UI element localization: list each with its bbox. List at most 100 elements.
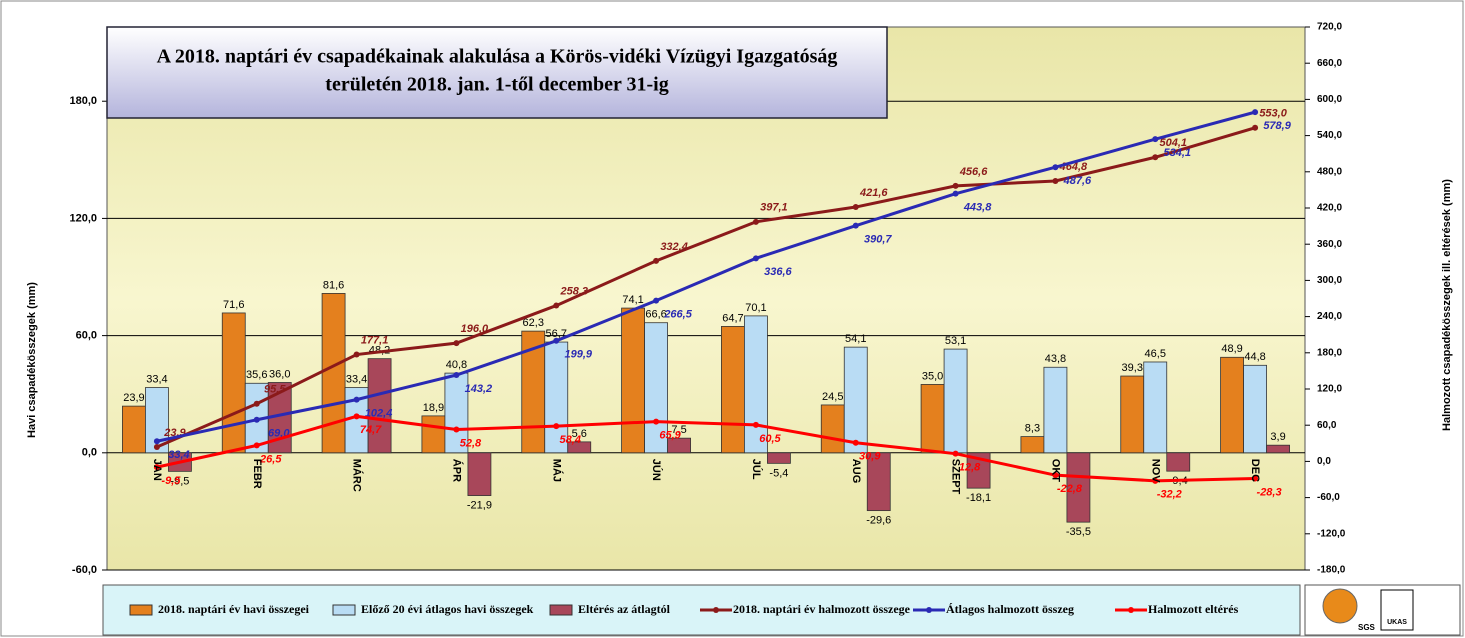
marker xyxy=(153,443,160,450)
legend-swatch xyxy=(713,607,719,613)
marker xyxy=(852,222,859,229)
bar xyxy=(767,452,791,464)
marker xyxy=(1152,154,1159,161)
marker xyxy=(653,297,660,304)
value-label: -22,8 xyxy=(1057,483,1083,495)
value-label: 39,3 xyxy=(1122,362,1143,374)
marker xyxy=(752,421,759,428)
y-tick-label: 180,0 xyxy=(69,95,97,107)
marker xyxy=(1152,136,1159,143)
legend-swatch xyxy=(926,607,932,613)
value-label: 48,9 xyxy=(1221,343,1242,355)
value-label: 199,9 xyxy=(564,349,592,361)
x-tick-label: SZEPT xyxy=(950,459,962,495)
x-tick-label: AUG xyxy=(850,459,862,483)
value-label: 390,7 xyxy=(864,234,892,246)
value-label: 3,9 xyxy=(1270,431,1285,443)
title-box xyxy=(106,26,888,119)
marker xyxy=(653,418,660,425)
value-label: 33,4 xyxy=(168,449,189,461)
value-label: 143,2 xyxy=(465,383,493,395)
bar xyxy=(221,312,246,454)
legend-swatch xyxy=(332,604,356,616)
bar xyxy=(667,437,691,454)
legend-label: Átlagos halmozott összeg xyxy=(946,602,1074,616)
marker xyxy=(1152,477,1159,484)
y2-tick-label: 540,0 xyxy=(1317,130,1342,141)
logo xyxy=(1380,589,1414,631)
value-label: 7,5 xyxy=(671,424,686,436)
value-label: 578,9 xyxy=(1263,120,1291,132)
marker xyxy=(353,413,360,420)
value-label: 8,3 xyxy=(1025,423,1040,435)
legend-swatch xyxy=(549,604,573,616)
marker xyxy=(852,204,859,211)
bar xyxy=(1043,366,1068,454)
value-label: -32,2 xyxy=(1157,489,1182,501)
marker xyxy=(353,396,360,403)
bar xyxy=(1243,364,1267,454)
value-label: 30,9 xyxy=(859,451,881,463)
x-tick-label: JÚL xyxy=(750,459,763,480)
marker xyxy=(952,190,959,197)
y2-axis-label: Halmozott csapadékösszegek ill. eltérése… xyxy=(1441,179,1453,431)
y2-tick-label: 360,0 xyxy=(1317,239,1342,250)
y2-tick-label: 600,0 xyxy=(1317,94,1342,105)
value-label: -9,5 xyxy=(161,475,181,487)
value-label: 336,6 xyxy=(764,266,792,278)
marker xyxy=(153,464,160,471)
value-label: 95,5 xyxy=(264,384,286,396)
y-axis-label: Havi csapadékösszegek (mm) xyxy=(26,282,38,438)
y2-tick-label: 660,0 xyxy=(1317,58,1342,69)
value-label: 33,4 xyxy=(346,373,367,385)
value-label: 18,9 xyxy=(423,402,444,414)
bar xyxy=(644,322,668,454)
bar xyxy=(1143,361,1168,454)
bar xyxy=(966,452,991,489)
y2-tick-label: -120,0 xyxy=(1317,528,1346,539)
value-label: 35,0 xyxy=(922,370,943,382)
value-label: 46,5 xyxy=(1145,348,1166,360)
marker xyxy=(1052,177,1059,184)
marker xyxy=(952,182,959,189)
y2-tick-label: 240,0 xyxy=(1317,311,1342,322)
marker xyxy=(553,302,560,309)
x-tick-label: FEBR xyxy=(251,459,263,489)
value-label: 71,6 xyxy=(223,299,244,311)
bar xyxy=(1266,444,1290,454)
value-label: 102,4 xyxy=(365,408,393,420)
legend-label: Halmozott eltérés xyxy=(1148,602,1239,616)
y-tick-label: -60,0 xyxy=(72,564,97,576)
value-label: 60,5 xyxy=(759,433,781,445)
x-tick-label: JÚN xyxy=(650,459,663,481)
bar xyxy=(145,387,169,454)
marker xyxy=(453,426,460,433)
value-label: 81,6 xyxy=(323,279,344,291)
y2-tick-label: 480,0 xyxy=(1317,166,1342,177)
marker xyxy=(1052,164,1059,171)
y2-tick-label: 0,0 xyxy=(1317,456,1331,467)
chart-title: területén 2018. jan. 1-től december 31-i… xyxy=(325,74,668,96)
value-label: 62,3 xyxy=(523,317,544,329)
marker xyxy=(553,337,560,344)
legend-swatch xyxy=(129,604,153,616)
legend-label: Eltérés az átlagtól xyxy=(578,602,671,616)
bar xyxy=(744,315,768,454)
value-label: 487,6 xyxy=(1063,175,1092,187)
value-label: 26,5 xyxy=(259,453,282,465)
legend-label: 2018. naptári év havi összegei xyxy=(158,602,310,616)
value-label: 12,8 xyxy=(959,462,981,474)
x-tick-label: MÁJ xyxy=(550,459,563,482)
bar xyxy=(1020,436,1045,454)
marker xyxy=(852,439,859,446)
bar xyxy=(721,326,745,454)
value-label: 36,0 xyxy=(269,368,290,380)
bar xyxy=(943,348,968,454)
logo xyxy=(1322,588,1358,624)
marker xyxy=(952,450,959,457)
value-label: -21,9 xyxy=(467,499,492,511)
y2-tick-label: 120,0 xyxy=(1317,384,1342,395)
value-label: 43,8 xyxy=(1045,353,1066,365)
y-tick-label: 60,0 xyxy=(76,330,97,342)
logo-text: UKAS xyxy=(1387,619,1407,626)
